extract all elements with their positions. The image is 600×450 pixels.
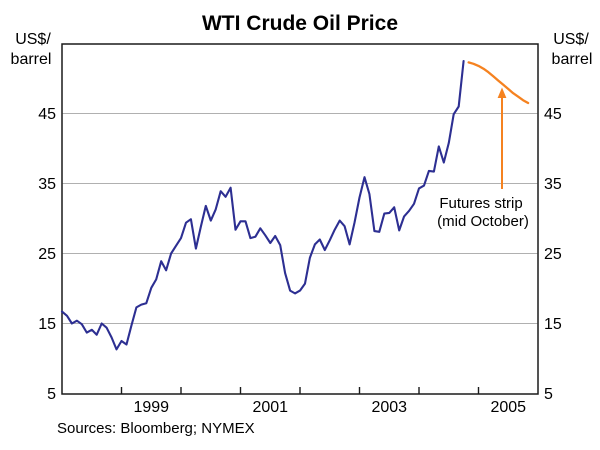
y-label-right-5: 5 [544, 386, 553, 403]
y-axis-unit-left-line1: US$/ [15, 31, 51, 48]
y-label-left-5: 5 [47, 386, 56, 403]
y-label-left-45: 45 [38, 106, 56, 123]
futures-arrow [497, 87, 507, 189]
y-label-right-15: 15 [544, 316, 562, 333]
y-axis-unit-left-line2: barrel [11, 51, 52, 68]
sources-note: Sources: Bloomberg; NYMEX [57, 420, 255, 437]
futures-strip-label: Futures strip [439, 195, 522, 212]
x-label-2005: 2005 [490, 399, 526, 416]
y-label-right-45: 45 [544, 106, 562, 123]
chart-title: WTI Crude Oil Price [202, 12, 398, 35]
x-axis-labels: 1999 2001 2003 2005 [133, 399, 526, 416]
history-line [60, 59, 465, 351]
y-label-left-15: 15 [38, 316, 56, 333]
futures-strip-sublabel: (mid October) [437, 213, 529, 230]
x-axis-ticks [120, 387, 480, 394]
x-label-1999: 1999 [133, 399, 169, 416]
y-label-left-25: 25 [38, 246, 56, 263]
y-axis-labels-right: 5 15 25 35 45 [544, 106, 562, 403]
x-label-2001: 2001 [252, 399, 288, 416]
y-axis-unit-right-line2: barrel [552, 51, 593, 68]
gridlines [62, 112, 538, 325]
y-label-left-35: 35 [38, 176, 56, 193]
x-label-2003: 2003 [371, 399, 407, 416]
futures-arrow-head-icon [497, 87, 507, 98]
y-label-right-25: 25 [544, 246, 562, 263]
y-label-right-35: 35 [544, 176, 562, 193]
y-axis-unit-right-line1: US$/ [553, 31, 589, 48]
series-lines [60, 59, 530, 351]
futures-line [467, 61, 530, 105]
y-axis-labels-left: 5 15 25 35 45 [38, 106, 56, 403]
